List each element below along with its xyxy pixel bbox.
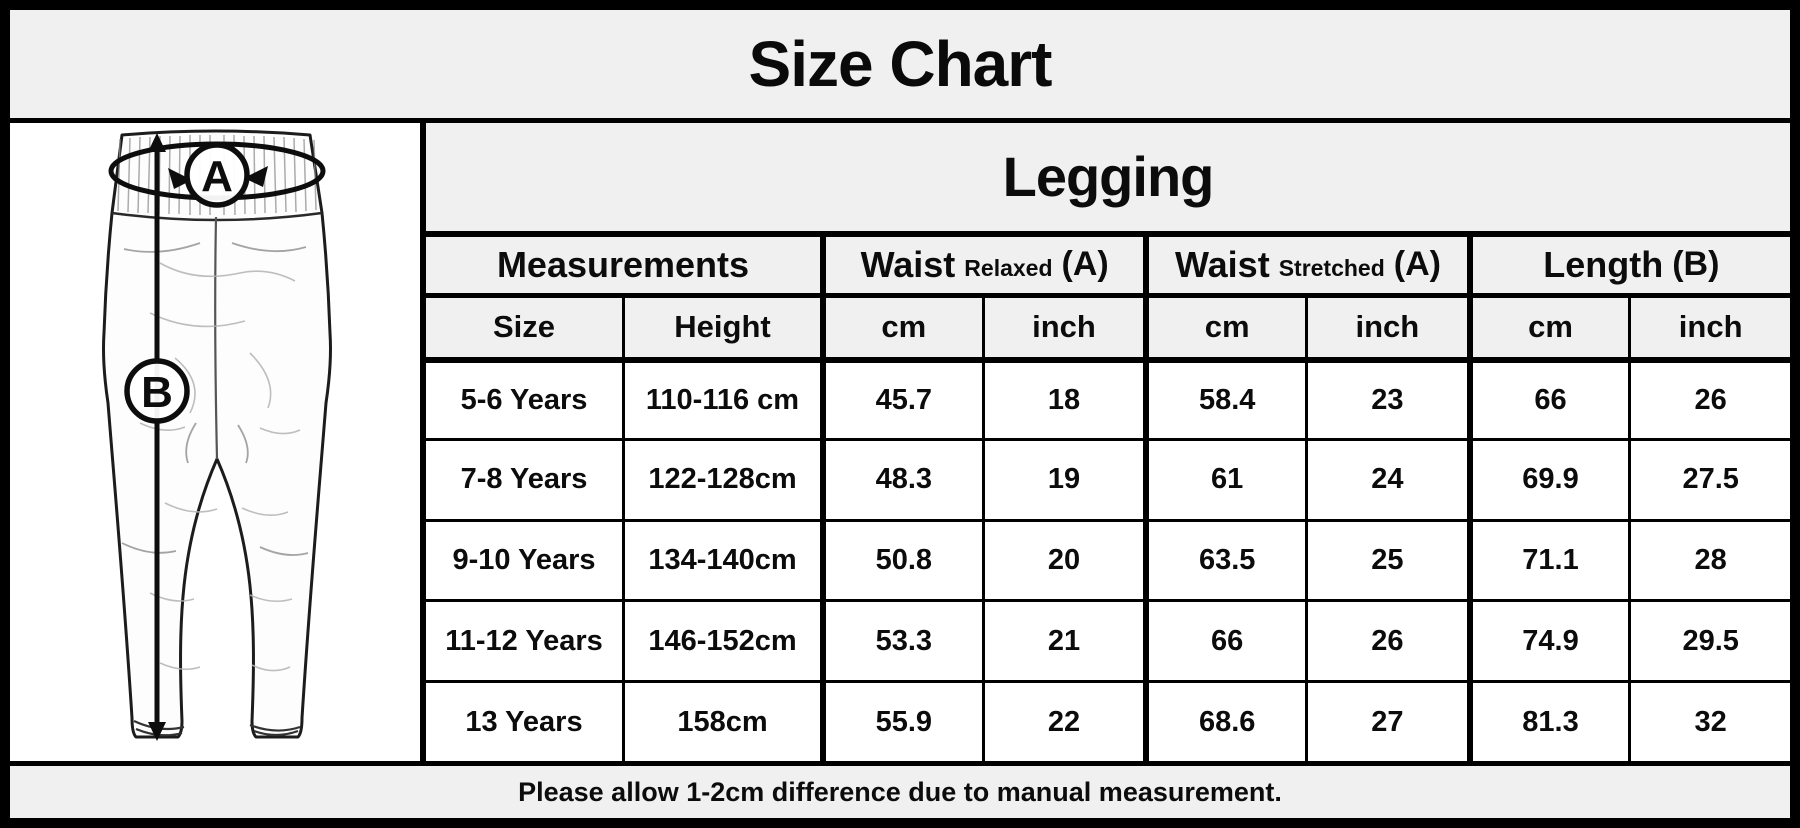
center-seam [214, 216, 219, 460]
table-cell: 19 [981, 437, 1144, 519]
group-header-waist-stretched: Waist Stretched (A) [1143, 231, 1467, 293]
table-cell: 27.5 [1628, 437, 1790, 519]
table-cell: 55.9 [820, 680, 982, 761]
col-header-inch: inch [1628, 293, 1790, 357]
group-header-measurements: Measurements [426, 231, 820, 293]
main-area: A B Legging Measurements Waist Relaxed (… [10, 123, 1790, 761]
table-cell: 158cm [622, 680, 820, 761]
col-header-cm: cm [820, 293, 982, 357]
title-band: Size Chart [10, 10, 1790, 118]
legging-illustration: A B [10, 123, 420, 761]
table-cell: 50.8 [820, 518, 982, 600]
col-header-cm: cm [1466, 293, 1629, 357]
table-cell: 71.1 [1466, 518, 1629, 600]
table-cell: 32 [1628, 680, 1790, 761]
table-cell: 63.5 [1143, 518, 1305, 600]
table-cell: 11-12 Years [426, 599, 622, 681]
table-cell: 74.9 [1466, 599, 1629, 681]
table-cell: 18 [981, 357, 1144, 438]
page-title: Size Chart [748, 28, 1053, 100]
table-cell: 24 [1305, 437, 1467, 519]
table-cell: 20 [981, 518, 1144, 600]
table-cell: 13 Years [426, 680, 622, 761]
size-table: Legging Measurements Waist Relaxed (A) W… [426, 123, 1790, 761]
table-cell: 58.4 [1143, 357, 1305, 438]
table-cell: 7-8 Years [426, 437, 622, 519]
group-header-waist-relaxed: Waist Relaxed (A) [820, 231, 1144, 293]
label-a: A [201, 152, 233, 201]
table-cell: 29.5 [1628, 599, 1790, 681]
footer-note-band: Please allow 1-2cm difference due to man… [10, 766, 1790, 818]
group-paren-label: (A) [1393, 245, 1441, 284]
table-cell: 61 [1143, 437, 1305, 519]
table-cell: 23 [1305, 357, 1467, 438]
waist-arrowhead-left [168, 168, 192, 189]
footer-note: Please allow 1-2cm difference due to man… [518, 776, 1282, 807]
col-header-inch: inch [981, 293, 1144, 357]
table-cell: 5-6 Years [426, 357, 622, 438]
table-cell: 45.7 [820, 357, 982, 438]
waist-arrowhead-right [244, 166, 268, 187]
group-small-label: Relaxed [964, 254, 1053, 281]
table-cell: 22 [981, 680, 1144, 761]
col-header-inch: inch [1305, 293, 1467, 357]
table-cell: 28 [1628, 518, 1790, 600]
group-main-label: Waist [860, 244, 956, 286]
wrinkle-texture-dark [121, 242, 309, 556]
group-header-length: Length (B) [1466, 231, 1790, 293]
label-b: B [141, 368, 173, 417]
label-a-circle [184, 142, 250, 208]
wrinkle-texture-light [139, 262, 301, 672]
group-main-label: Waist [1175, 244, 1270, 286]
table-cell: 53.3 [820, 599, 982, 681]
product-header: Legging [426, 123, 1790, 231]
col-header-size: Size [426, 293, 622, 357]
table-cell: 146-152cm [622, 599, 820, 681]
legging-sketch: A B [102, 129, 332, 741]
length-arrowhead-bottom [148, 722, 166, 741]
group-main-label: Length [1543, 244, 1664, 286]
table-cell: 25 [1305, 518, 1467, 600]
table-cell: 134-140cm [622, 518, 820, 600]
table-cell: 69.9 [1466, 437, 1629, 519]
table-cell: 81.3 [1466, 680, 1629, 761]
table-cell: 48.3 [820, 437, 982, 519]
col-header-height: Height [622, 293, 820, 357]
table-cell: 27 [1305, 680, 1467, 761]
table-cell: 26 [1628, 357, 1790, 438]
group-main-label: Measurements [496, 244, 750, 286]
table-cell: 66 [1466, 357, 1629, 438]
label-b-circle [124, 358, 190, 424]
table-cell: 66 [1143, 599, 1305, 681]
table-cell: 122-128cm [622, 437, 820, 519]
table-cell: 9-10 Years [426, 518, 622, 600]
table-cell: 21 [981, 599, 1144, 681]
length-arrowhead-top [148, 133, 166, 152]
table-cell: 110-116 cm [622, 357, 820, 438]
col-header-cm: cm [1143, 293, 1305, 357]
group-small-label: Stretched [1278, 254, 1385, 281]
table-cell: 68.6 [1143, 680, 1305, 761]
group-paren-label: (A) [1061, 245, 1109, 284]
table-cell: 26 [1305, 599, 1467, 681]
group-paren-label: (B) [1672, 245, 1720, 284]
